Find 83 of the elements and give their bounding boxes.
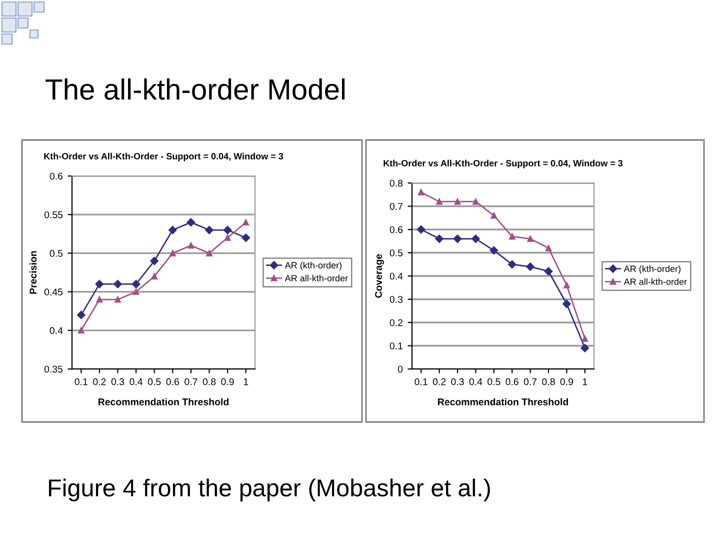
y-tick-label: 0.55 [44, 211, 63, 218]
x-tick-label: 0.2 [93, 378, 106, 386]
point [436, 198, 442, 205]
point [224, 234, 231, 241]
x-axis-title: Recommendation Threshold [98, 398, 228, 406]
y-tick-label: 0.35 [44, 366, 63, 373]
x-tick-label: 0.5 [488, 378, 500, 386]
point [526, 262, 534, 271]
x-tick-label: 0.7 [524, 378, 537, 386]
x-tick-label: 0.6 [506, 378, 518, 386]
x-tick-label: 0.5 [148, 378, 161, 386]
x-tick-label: 0.4 [469, 378, 482, 386]
point [544, 267, 553, 276]
point [242, 219, 249, 226]
y-tick-label: 0.6 [390, 226, 403, 234]
x-tick-label: 0.3 [111, 378, 124, 386]
point [472, 198, 479, 205]
point [490, 212, 498, 219]
x-tick-label: 0.7 [184, 378, 198, 386]
y-tick-label: 0.2 [390, 319, 402, 326]
x-tick-label: 0.1 [74, 378, 88, 386]
y-tick-label: 0.5 [390, 249, 403, 256]
x-tick-label: 0.2 [432, 378, 446, 386]
x-tick-label: 0.6 [166, 378, 179, 386]
point [114, 296, 121, 303]
x-tick-label: 1 [244, 378, 248, 386]
point [472, 234, 480, 243]
x-tick-label: 0.1 [414, 378, 428, 386]
y-tick-label: 0.45 [44, 288, 63, 296]
y-tick-label: 0.6 [50, 172, 63, 180]
x-tick-label: 0.4 [130, 378, 143, 386]
point [242, 234, 250, 242]
point [453, 234, 462, 243]
caption: Figure 4 from the paper (Mobasher et al.) [48, 478, 490, 502]
x-tick-label: 0.8 [202, 378, 216, 386]
point [223, 226, 232, 234]
text: The all-kth-order Model [46, 78, 345, 100]
point [188, 242, 194, 249]
y-tick-label: 0.1 [390, 342, 402, 350]
point [114, 280, 122, 288]
point [582, 336, 588, 342]
point [435, 234, 444, 243]
point [418, 189, 424, 196]
point [580, 344, 590, 352]
point [77, 310, 86, 320]
point [508, 233, 516, 240]
point [205, 226, 214, 234]
point [508, 260, 516, 269]
x-axis-title: Recommendation Threshold [438, 398, 568, 406]
legend-label: AR (kth-order) [624, 265, 680, 274]
x-tick-label: 0.9 [560, 378, 573, 386]
legend-label: AR all-kth-order [624, 278, 687, 285]
point [545, 244, 552, 252]
point [151, 273, 158, 280]
point [96, 296, 103, 303]
y-axis-title: Coverage [375, 254, 384, 298]
point [490, 246, 498, 255]
x-tick-label: 0.9 [221, 378, 234, 386]
y-tick-label: 0.5 [50, 250, 63, 257]
point [454, 198, 461, 205]
x-tick-label: 0.8 [542, 378, 555, 386]
legend-label: AR (kth-order) [284, 262, 342, 270]
point [78, 327, 84, 334]
x-tick-label: 1 [582, 378, 588, 386]
y-tick-label: 0.3 [390, 296, 403, 303]
chart-title: Kth-Order vs All-Kth-Order - Support = 0.04, Window = 3 [384, 160, 623, 168]
point [416, 225, 426, 234]
point [168, 226, 177, 234]
point [132, 280, 140, 288]
point [132, 288, 140, 295]
point [562, 300, 571, 308]
y-tick-label: 0 [398, 366, 403, 373]
y-tick-label: 0.4 [390, 272, 403, 280]
y-tick-label: 0.7 [390, 202, 402, 210]
point [186, 218, 196, 226]
y-tick-label: 0.4 [50, 327, 63, 334]
chart-title: Kth-Order vs All-Kth-Order - Support = 0.04, Window = 3 [44, 152, 284, 162]
y-axis-title: Precision [29, 251, 37, 294]
x-tick-label: 0.3 [451, 378, 464, 386]
y-tick-label: 0.8 [390, 180, 403, 187]
point [150, 256, 158, 266]
point [95, 280, 104, 288]
legend-label: AR all-kth-order [284, 274, 348, 282]
